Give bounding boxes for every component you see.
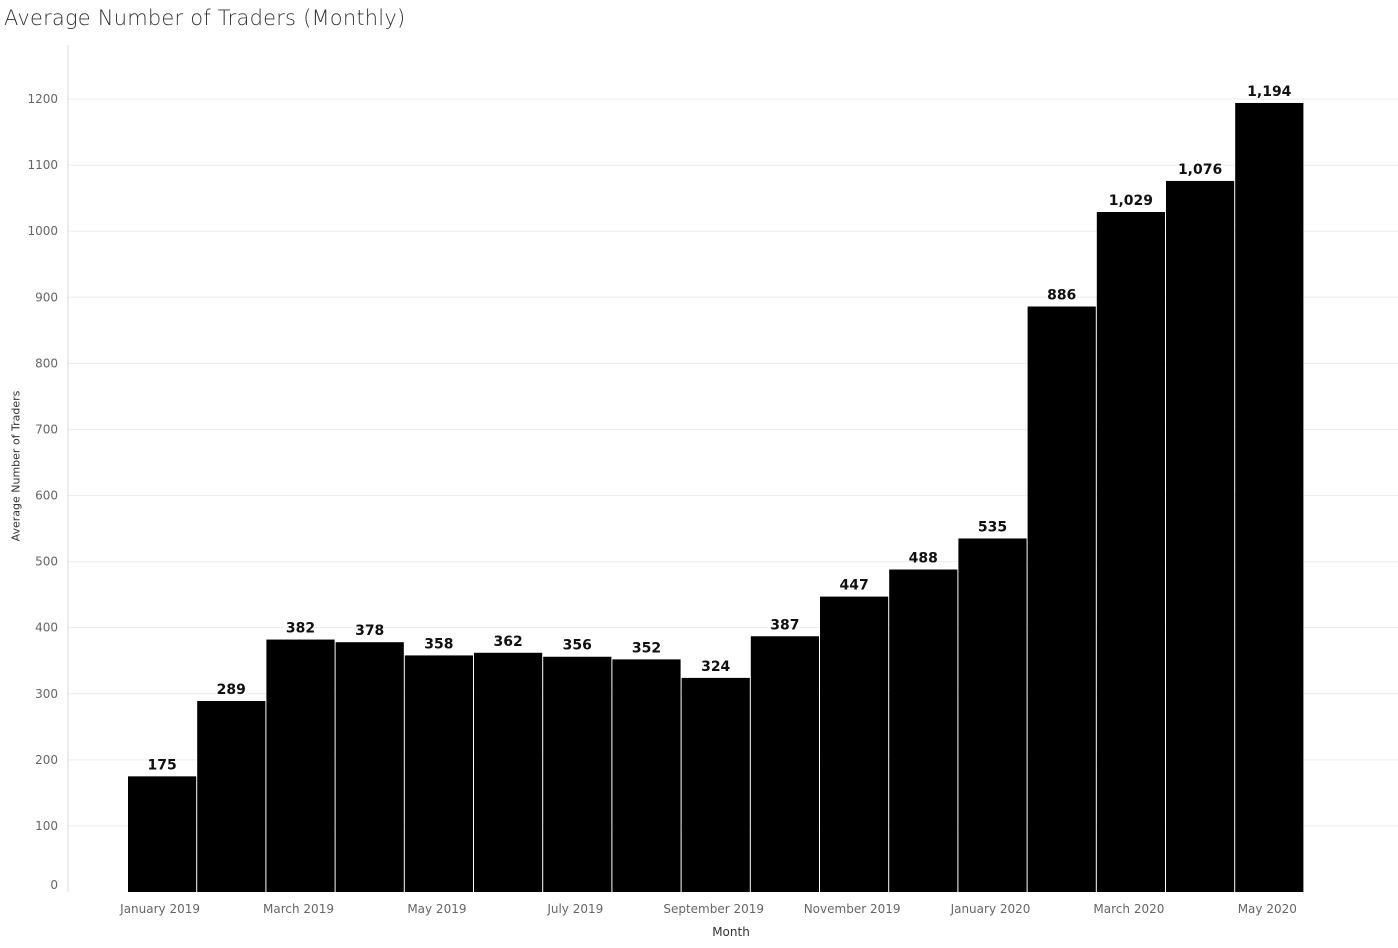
bar-3 [335,642,404,892]
chart-title: Average Number of Traders (Monthly) [4,6,406,30]
data-label-8: 324 [701,659,730,675]
y-tick-label: 1100 [27,158,58,172]
y-tick-label: 1000 [27,224,58,238]
data-label-4: 358 [424,636,453,652]
data-label-14: 1,029 [1109,193,1153,209]
x-tick-label: September 2019 [663,902,764,916]
data-label-11: 488 [909,551,938,567]
bar-16 [1235,102,1304,893]
bar-11 [889,569,958,892]
x-tick-label: May 2019 [407,902,466,916]
x-tick-label: January 2019 [119,902,200,916]
x-tick-label: November 2019 [804,902,901,916]
y-tick-label: 100 [35,819,58,833]
y-tick-label: 0 [50,878,58,892]
data-label-12: 535 [978,519,1007,535]
bar-13 [1027,306,1096,892]
y-tick-label: 1200 [27,92,58,106]
y-tick-label: 500 [35,555,58,569]
bar-7 [612,659,681,892]
bar-1 [197,701,266,892]
data-label-9: 387 [770,617,799,633]
y-tick-label: 800 [35,356,58,370]
data-label-15: 1,076 [1178,162,1222,178]
bar-14 [1096,212,1165,892]
x-tick-label: March 2019 [263,902,334,916]
data-label-7: 352 [632,640,661,656]
data-label-5: 362 [493,634,522,650]
bar-8 [681,677,750,892]
data-label-6: 356 [563,638,592,654]
x-tick-label: January 2020 [950,902,1031,916]
data-label-3: 378 [355,623,384,639]
bar-9 [750,636,819,892]
y-tick-label: 600 [35,489,58,503]
y-tick-label: 900 [35,290,58,304]
x-tick-label: May 2020 [1238,902,1297,916]
bar-4 [404,655,473,892]
x-tick-label: March 2020 [1093,902,1164,916]
y-tick-label: 300 [35,687,58,701]
data-label-13: 886 [1047,288,1076,304]
data-label-0: 175 [147,757,176,773]
bar-15 [1166,180,1235,892]
bar-12 [958,538,1027,892]
x-tick-label: July 2019 [546,902,603,916]
y-tick-label: 200 [35,753,58,767]
bar-6 [543,656,612,892]
data-label-10: 447 [839,578,868,594]
data-label-2: 382 [286,621,315,637]
y-tick-label: 700 [35,422,58,436]
bar-2 [266,639,335,892]
bar-0 [128,776,197,892]
data-label-1: 289 [217,682,246,698]
x-axis-title: Month [712,925,750,939]
y-tick-label: 400 [35,621,58,635]
bar-10 [820,596,889,892]
bar-5 [474,652,543,892]
data-label-16: 1,194 [1247,84,1292,100]
